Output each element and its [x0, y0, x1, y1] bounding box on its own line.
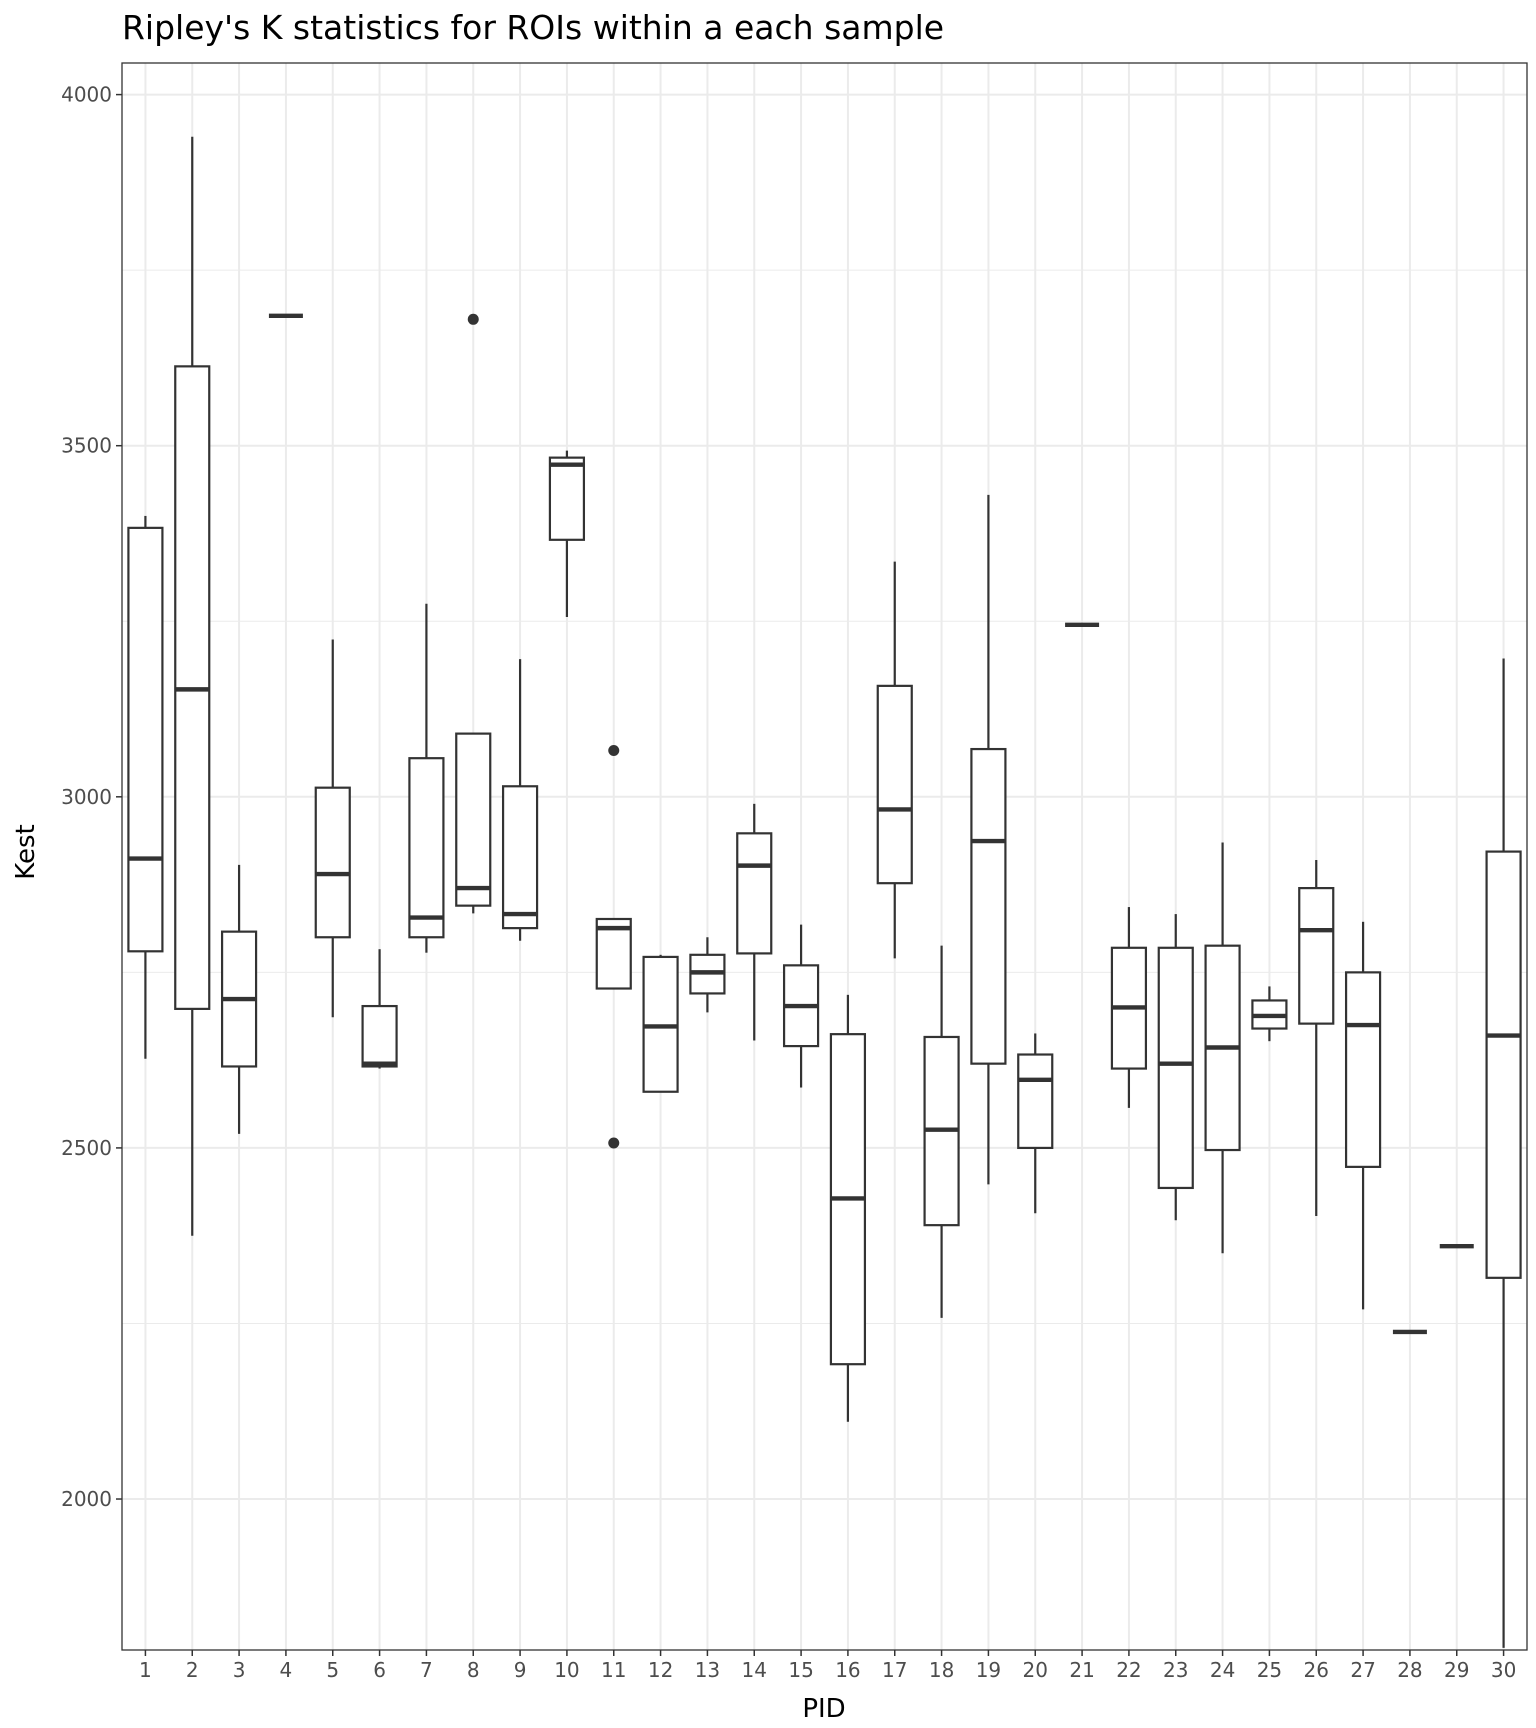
box-pid-24 — [1204, 842, 1241, 1254]
x-tick-label: 30 — [1491, 1658, 1516, 1682]
x-tick-label: 14 — [742, 1658, 767, 1682]
y-tick-label: 2500 — [61, 1136, 112, 1160]
x-tick-label: 27 — [1350, 1658, 1375, 1682]
grid-lines — [122, 63, 1527, 1650]
box-iqr — [501, 785, 539, 930]
x-tick-label: 12 — [648, 1658, 673, 1682]
box-iqr — [548, 456, 586, 541]
box-series — [127, 136, 1522, 1648]
box-pid-25 — [1251, 986, 1288, 1042]
x-tick-label: 6 — [373, 1658, 386, 1682]
box-pid-23 — [1157, 914, 1194, 1221]
box-iqr — [1298, 886, 1335, 1025]
x-tick-label: 2 — [186, 1658, 199, 1682]
box-iqr — [1017, 1053, 1054, 1150]
box-pid-26 — [1298, 860, 1335, 1217]
box-pid-12 — [642, 954, 679, 1093]
box-pid-18 — [923, 945, 960, 1318]
x-tick-label: 19 — [976, 1658, 1001, 1682]
x-tick-label: 13 — [695, 1658, 720, 1682]
box-iqr — [314, 786, 351, 939]
box-pid-2 — [174, 136, 211, 1236]
box-iqr — [736, 832, 773, 955]
x-tick-label: 9 — [514, 1658, 527, 1682]
panel-background — [122, 63, 1527, 1650]
box-pid-11 — [595, 744, 632, 1149]
y-tick-label: 3500 — [61, 434, 112, 458]
box-pid-7 — [408, 603, 445, 953]
chart-title: Ripley's K statistics for ROIs within a … — [122, 8, 945, 47]
box-pid-27 — [1344, 921, 1382, 1310]
box-iqr — [361, 1004, 398, 1068]
box-iqr — [1157, 946, 1194, 1190]
x-tick-label: 8 — [467, 1658, 480, 1682]
box-pid-22 — [1110, 907, 1148, 1108]
x-tick-label: 17 — [882, 1658, 907, 1682]
box-iqr — [595, 917, 632, 990]
x-tick-label: 4 — [280, 1658, 293, 1682]
x-tick-label: 20 — [1023, 1658, 1048, 1682]
x-tick-label: 3 — [233, 1658, 246, 1682]
box-iqr — [970, 747, 1007, 1065]
x-tick-label: 16 — [835, 1658, 860, 1682]
x-tick-label: 28 — [1397, 1658, 1422, 1682]
box-pid-16 — [829, 994, 867, 1422]
x-tick-label: 25 — [1257, 1658, 1282, 1682]
y-axis-title: Kest — [11, 824, 41, 880]
x-tick-label: 1 — [139, 1658, 152, 1682]
y-tick-label: 3000 — [61, 785, 112, 809]
box-pid-13 — [689, 937, 726, 1013]
x-tick-label: 10 — [554, 1658, 579, 1682]
x-tick-label: 7 — [420, 1658, 433, 1682]
box-pid-19 — [970, 494, 1007, 1185]
box-iqr — [1485, 850, 1522, 1279]
x-tick-label: 5 — [326, 1658, 339, 1682]
x-axis-title: PID — [802, 1694, 845, 1724]
outlier-point — [608, 1137, 620, 1149]
panel-border — [121, 62, 1528, 1651]
x-tick-label: 29 — [1444, 1658, 1469, 1682]
box-iqr — [876, 684, 913, 885]
outlier-point — [608, 744, 620, 756]
box-pid-15 — [782, 924, 820, 1088]
box-pid-14 — [736, 803, 773, 1041]
x-tick-label: 26 — [1304, 1658, 1329, 1682]
box-iqr — [1344, 971, 1382, 1168]
box-pid-6 — [361, 949, 398, 1069]
x-tick-label: 24 — [1210, 1658, 1235, 1682]
box-pid-8 — [455, 313, 492, 914]
box-pid-1 — [127, 515, 164, 1059]
box-pid-9 — [501, 659, 539, 941]
x-tick-label: 15 — [788, 1658, 813, 1682]
box-iqr — [127, 526, 164, 953]
box-pid-17 — [876, 561, 913, 959]
x-tick-label: 11 — [601, 1658, 626, 1682]
box-pid-5 — [314, 639, 351, 1018]
box-pid-10 — [548, 450, 586, 618]
box-iqr — [408, 757, 445, 939]
box-pid-3 — [220, 864, 258, 1134]
box-pid-20 — [1017, 1033, 1054, 1214]
x-tick-label: 22 — [1116, 1658, 1141, 1682]
outlier-point — [467, 313, 479, 325]
x-tick-label: 18 — [929, 1658, 954, 1682]
y-tick-label: 4000 — [61, 83, 112, 107]
x-tick-label: 23 — [1163, 1658, 1188, 1682]
box-iqr — [455, 732, 492, 907]
y-tick-label: 2000 — [61, 1487, 112, 1511]
x-tick-label: 21 — [1069, 1658, 1094, 1682]
box-pid-30 — [1485, 658, 1522, 1648]
